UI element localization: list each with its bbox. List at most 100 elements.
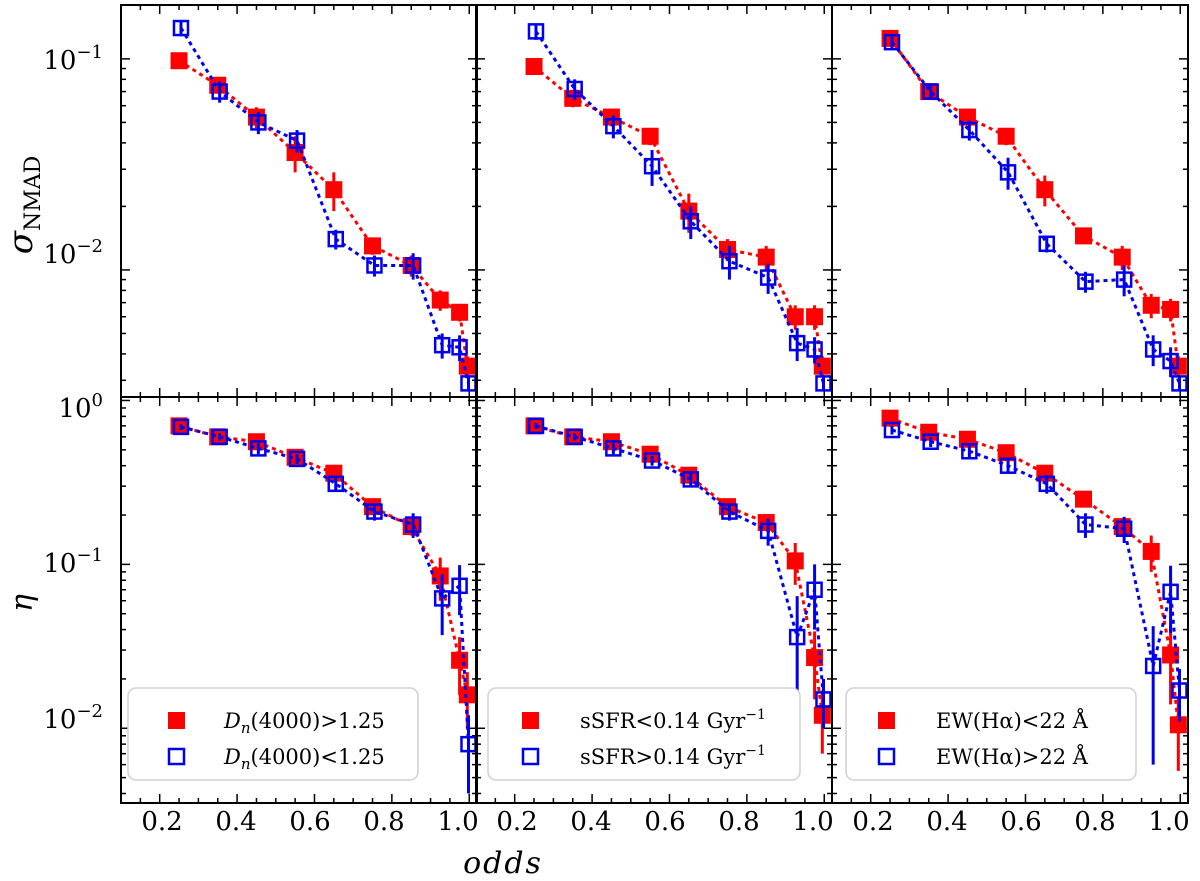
data-point-open <box>1038 475 1056 493</box>
series-line-filled <box>889 416 1180 725</box>
data-point-open <box>404 257 422 274</box>
data-point-open <box>1077 273 1094 290</box>
series-line-open <box>534 30 825 384</box>
data-point-open <box>451 339 468 356</box>
data-point-filled <box>1036 181 1054 199</box>
legend-label-dn-low: Dn(4000)<1.25 <box>223 745 385 773</box>
panel-bottom-right <box>831 396 1189 804</box>
y-axis-title-bottom: η <box>5 594 40 612</box>
plot-frame <box>831 4 1189 398</box>
data-point-filled <box>786 552 804 570</box>
data-point-filled <box>786 308 804 326</box>
legend-label-dn-high: Dn(4000)>1.25 <box>223 709 385 737</box>
data-point-open <box>433 336 451 354</box>
legend-ew-halpha: EW(Hα)<22 Å EW(Hα)>22 Å <box>845 687 1137 781</box>
data-point-open <box>999 457 1017 474</box>
data-point-open <box>922 83 939 100</box>
data-point-open <box>404 516 422 533</box>
data-point-open <box>433 590 451 607</box>
data-point-filled <box>525 58 543 76</box>
y-tick-label-bottom-1e-1: 10−1 <box>43 545 103 579</box>
x-tick-label-right-0.6: 0.6 <box>1000 807 1041 837</box>
data-point-filled <box>997 444 1015 462</box>
x-tick-label-left-1.0: 1.0 <box>437 807 478 837</box>
legend-label-ssfr-low: sSFR<0.14 Gyr−1 <box>580 707 766 733</box>
series-line-filled <box>178 59 469 367</box>
x-tick-label-right-0.4: 0.4 <box>926 807 967 837</box>
data-point-filled <box>1162 646 1180 664</box>
data-point-open <box>527 23 545 40</box>
data-point-filled <box>1113 248 1131 266</box>
legend-marker-filled <box>522 712 539 729</box>
series-line-open <box>891 428 1181 691</box>
data-point-filled <box>641 127 659 145</box>
data-point-filled <box>1075 490 1093 508</box>
legend-ssfr: sSFR<0.14 Gyr−1 sSFR>0.14 Gyr−1 <box>487 687 801 781</box>
data-point-open <box>172 19 190 37</box>
data-point-open <box>883 33 901 51</box>
x-tick-label-right-0.2: 0.2 <box>852 807 893 837</box>
data-point-open <box>759 269 777 286</box>
data-point-open <box>721 503 738 520</box>
data-point-open <box>643 452 661 469</box>
data-point-filled <box>1142 542 1160 560</box>
data-point-open <box>815 691 832 708</box>
data-point-open <box>682 213 700 230</box>
data-point-open <box>806 581 823 599</box>
x-tick-label-middle-0.8: 0.8 <box>718 807 759 837</box>
data-point-open <box>451 577 468 595</box>
x-tick-label-right-1.0: 1.0 <box>1148 807 1189 837</box>
x-tick-label-middle-0.2: 0.2 <box>496 807 537 837</box>
panel-top-right <box>831 4 1189 398</box>
data-point-open <box>1115 520 1133 537</box>
series-line-filled <box>888 37 1180 367</box>
y-tick-label-bottom-1e0: 100 <box>58 390 103 424</box>
panel-top-middle <box>475 4 833 398</box>
data-point-open <box>815 375 832 392</box>
data-point-filled <box>170 52 188 70</box>
data-point-open <box>288 132 306 149</box>
x-tick-label-middle-0.4: 0.4 <box>570 807 611 837</box>
x-tick-label-left-0.2: 0.2 <box>141 807 182 837</box>
data-point-open <box>1077 516 1094 533</box>
data-point-filled <box>1142 296 1160 314</box>
data-point-open <box>1144 657 1162 675</box>
data-point-filled <box>458 686 476 704</box>
y-tick-label-top-1e-1: 10−1 <box>43 42 103 76</box>
data-point-open <box>922 433 939 450</box>
series-line-filled <box>533 424 824 716</box>
data-point-filled <box>997 127 1015 145</box>
data-point-open <box>250 114 267 131</box>
data-point-open <box>327 475 345 493</box>
data-point-open <box>1115 271 1133 288</box>
series-line-filled <box>178 424 469 696</box>
legend-marker-open <box>521 747 540 766</box>
legend-frame <box>845 687 1137 781</box>
data-point-open <box>605 117 622 135</box>
data-point-filled <box>757 248 775 266</box>
y-axis-title-top: σNMAD <box>1 156 46 255</box>
data-point-open <box>566 428 583 446</box>
legend-marker-open <box>167 747 186 766</box>
data-point-open <box>999 164 1017 181</box>
legend-label-ew-high: EW(Hα)>22 Å <box>936 744 1089 769</box>
data-point-open <box>1162 352 1179 370</box>
data-point-open <box>1144 341 1162 358</box>
legend-label-ew-low: EW(Hα)<22 Å <box>936 708 1089 733</box>
series-line-open <box>535 424 825 700</box>
data-point-open <box>1171 682 1188 699</box>
data-point-open <box>1162 583 1179 601</box>
data-point-open <box>250 440 267 457</box>
data-point-open <box>759 522 777 540</box>
data-point-open <box>1171 375 1188 392</box>
legend-marker-open <box>877 747 896 766</box>
data-point-open <box>788 334 806 352</box>
data-point-filled <box>364 237 382 255</box>
series-line-open <box>890 41 1181 384</box>
legend-dn4000: Dn(4000)>1.25 Dn(4000)<1.25 <box>127 687 419 781</box>
data-point-filled <box>958 108 976 126</box>
series-line-filled <box>533 65 824 367</box>
data-point-open <box>682 471 700 488</box>
data-point-open <box>366 257 383 274</box>
data-point-filled <box>1162 300 1180 318</box>
